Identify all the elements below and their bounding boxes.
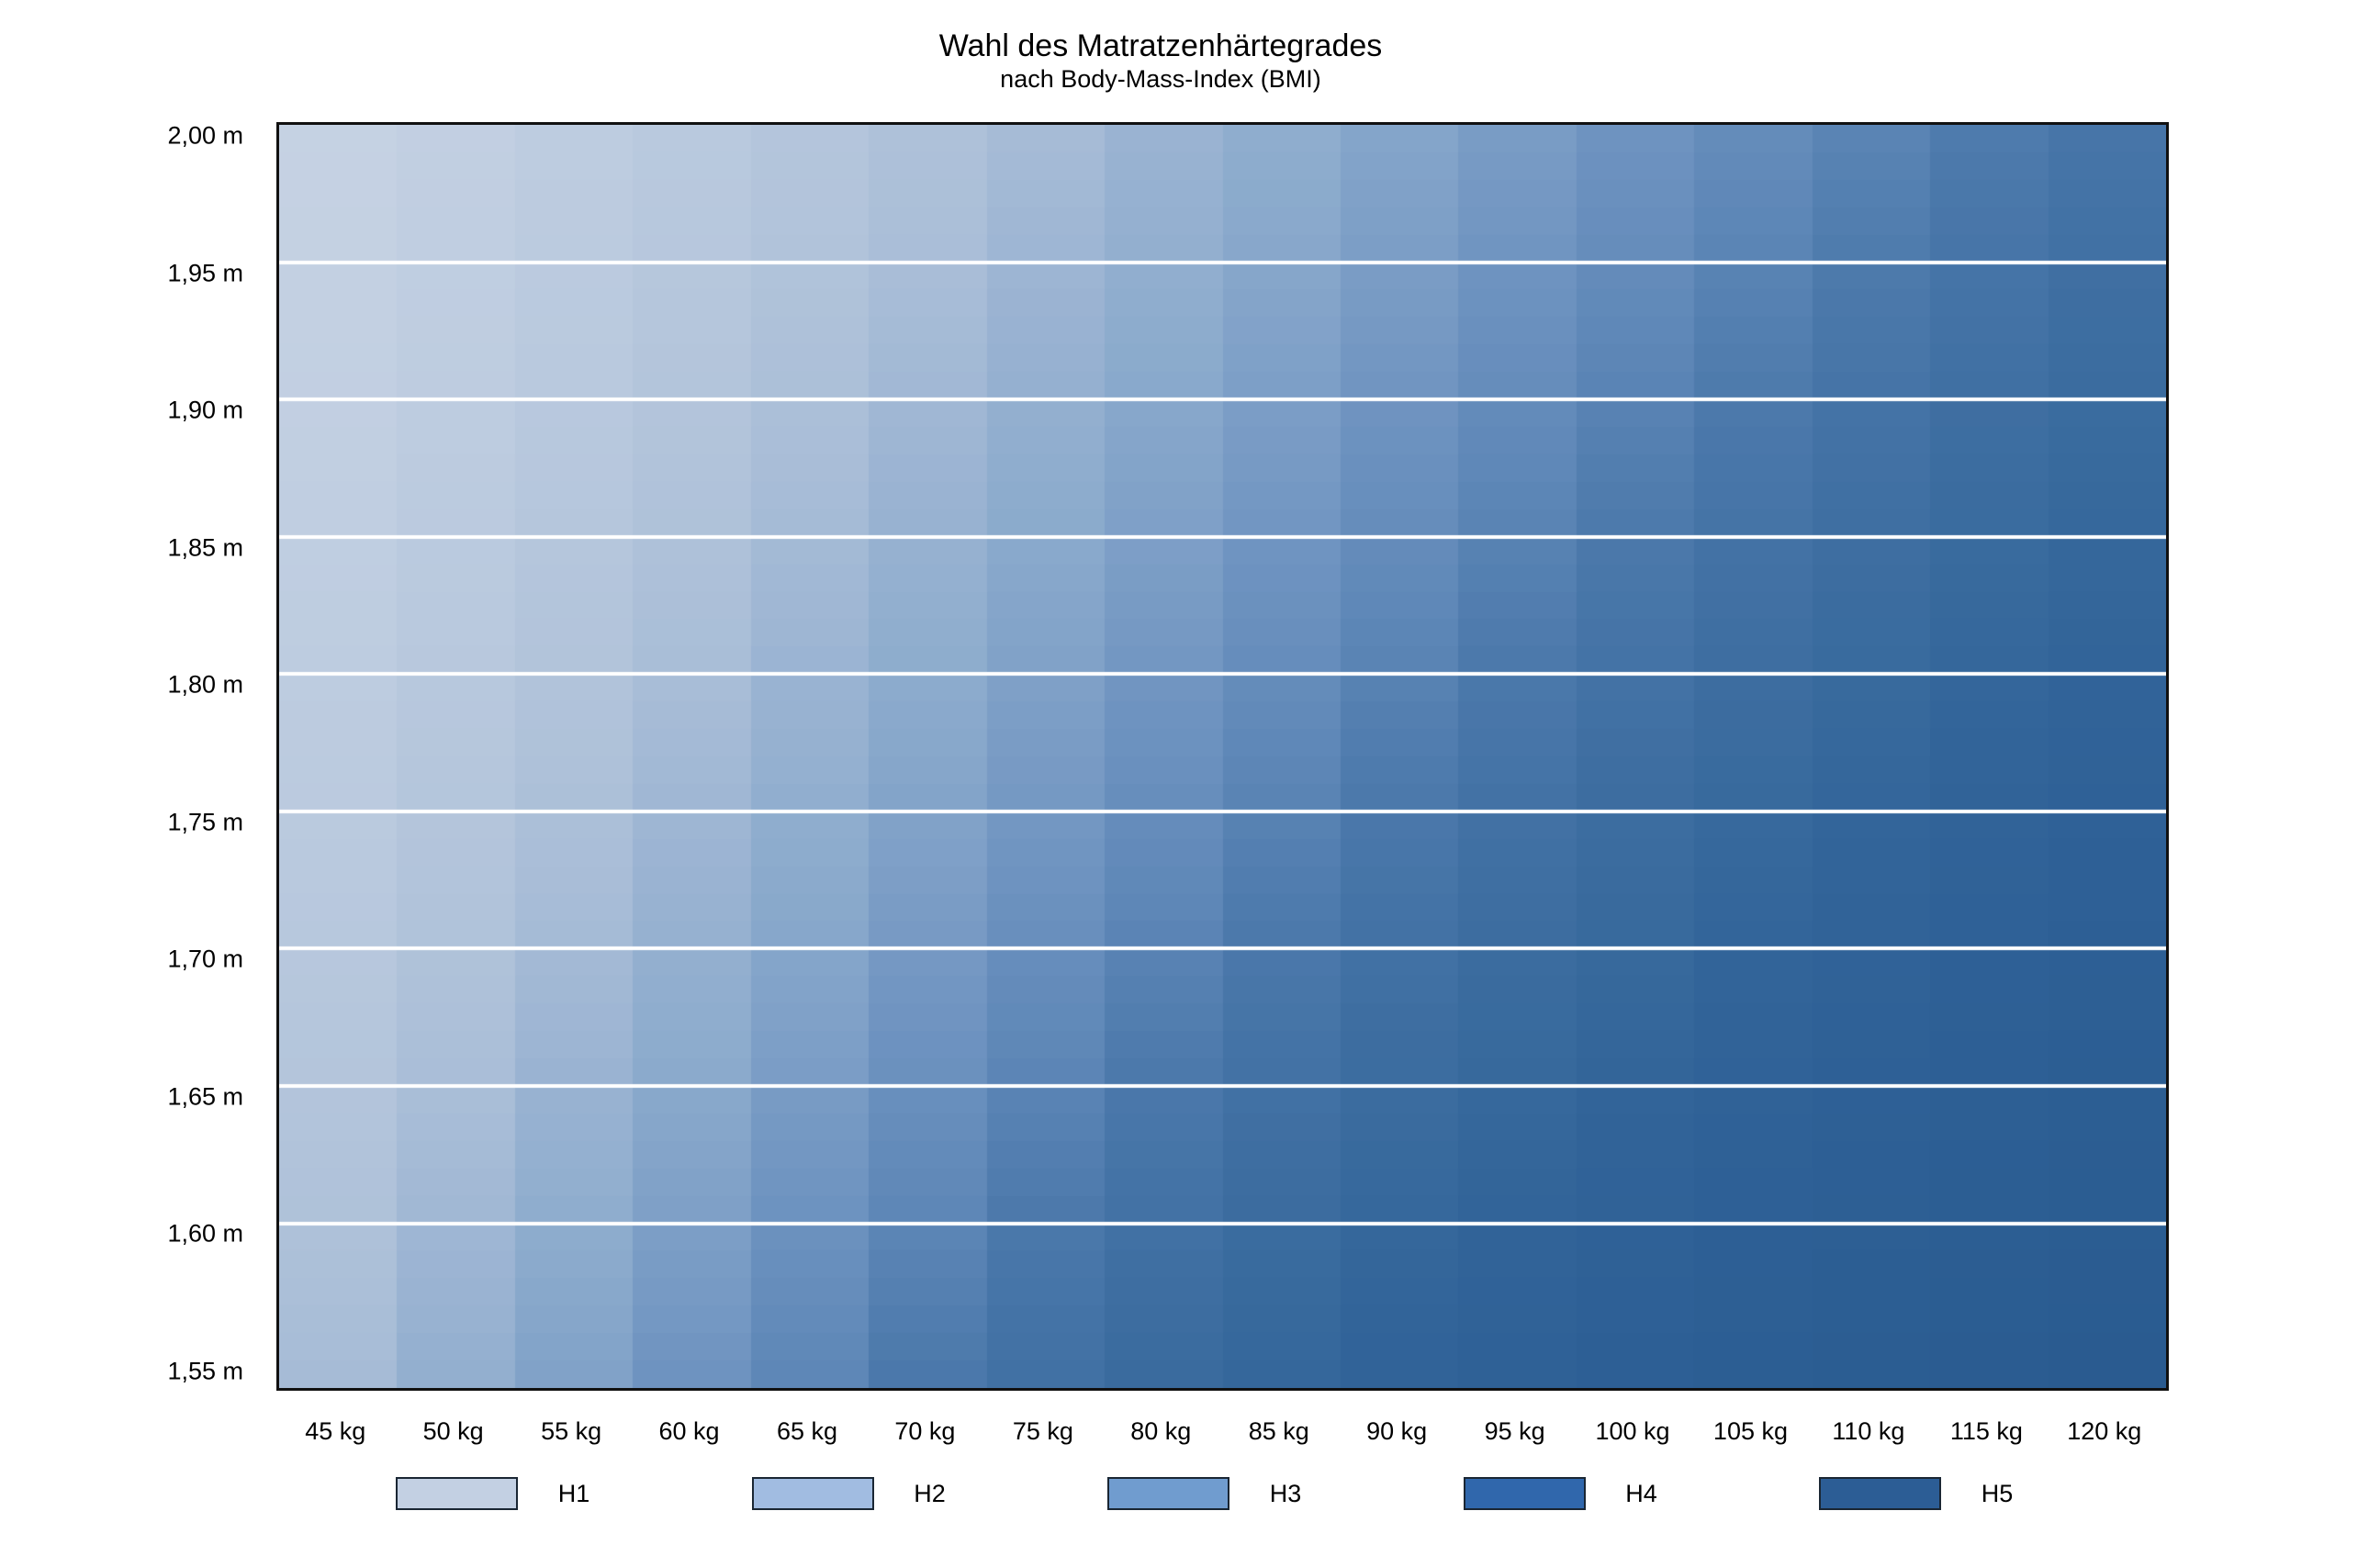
x-axis-tick-label: 120 kg	[2067, 1417, 2142, 1445]
legend-label-h4: H4	[1625, 1480, 1657, 1507]
legend-label-h3: H3	[1269, 1480, 1302, 1507]
x-axis-tick-label: 50 kg	[422, 1417, 484, 1445]
x-axis-tick-label: 90 kg	[1366, 1417, 1428, 1445]
legend-label-h1: H1	[557, 1480, 590, 1507]
bmi-heatmap-plot	[276, 122, 2169, 1391]
x-axis-tick-label: 55 kg	[541, 1417, 602, 1445]
x-axis-tick-label: 110 kg	[1832, 1417, 1905, 1445]
x-axis-tick-label: 100 kg	[1595, 1417, 1670, 1445]
x-axis-tick-label: 105 kg	[1712, 1417, 1789, 1445]
y-axis-tick-label: 2,00 m	[167, 121, 243, 150]
legend-swatch-h2	[751, 1477, 874, 1510]
y-axis-tick-label: 1,70 m	[167, 945, 243, 973]
legend-swatch-h5	[1819, 1477, 1941, 1510]
x-axis-tick-label: 65 kg	[776, 1417, 837, 1445]
x-axis-tick-label: 70 kg	[894, 1417, 956, 1445]
y-axis-tick-label: 1,85 m	[167, 533, 243, 562]
x-axis-tick-label: 75 kg	[1012, 1417, 1073, 1445]
chart-header: Wahl des Matratzenhärtegrades nach Body-…	[939, 28, 1383, 94]
y-axis-tick-label: 1,55 m	[167, 1357, 243, 1385]
x-axis-tick-label: 60 kg	[658, 1417, 720, 1445]
y-axis-tick-label: 1,60 m	[167, 1219, 243, 1248]
x-axis-tick-label: 45 kg	[305, 1417, 366, 1445]
y-axis-tick-label: 1,80 m	[167, 670, 243, 699]
x-axis-tick-label: 95 kg	[1484, 1417, 1545, 1445]
legend-label-h2: H2	[914, 1480, 946, 1507]
y-axis-tick-label: 1,95 m	[167, 259, 243, 287]
y-axis-tick-label: 1,75 m	[167, 808, 243, 836]
x-axis-tick-label: 80 kg	[1130, 1417, 1192, 1445]
x-axis-tick-label: 115 kg	[1949, 1417, 2023, 1445]
legend-label-h5: H5	[1981, 1480, 2014, 1507]
y-axis-tick-label: 1,90 m	[167, 396, 243, 424]
x-axis-tick-label: 85 kg	[1248, 1417, 1309, 1445]
chart-subtitle: nach Body-Mass-Index (BMI)	[1000, 65, 1321, 93]
legend-swatch-h4	[1463, 1477, 1586, 1510]
legend-swatch-h1	[396, 1477, 518, 1510]
chart-title: Wahl des Matratzenhärtegrades	[938, 28, 1383, 63]
legend-swatch-h3	[1107, 1477, 1229, 1510]
y-axis-tick-label: 1,65 m	[167, 1082, 243, 1111]
